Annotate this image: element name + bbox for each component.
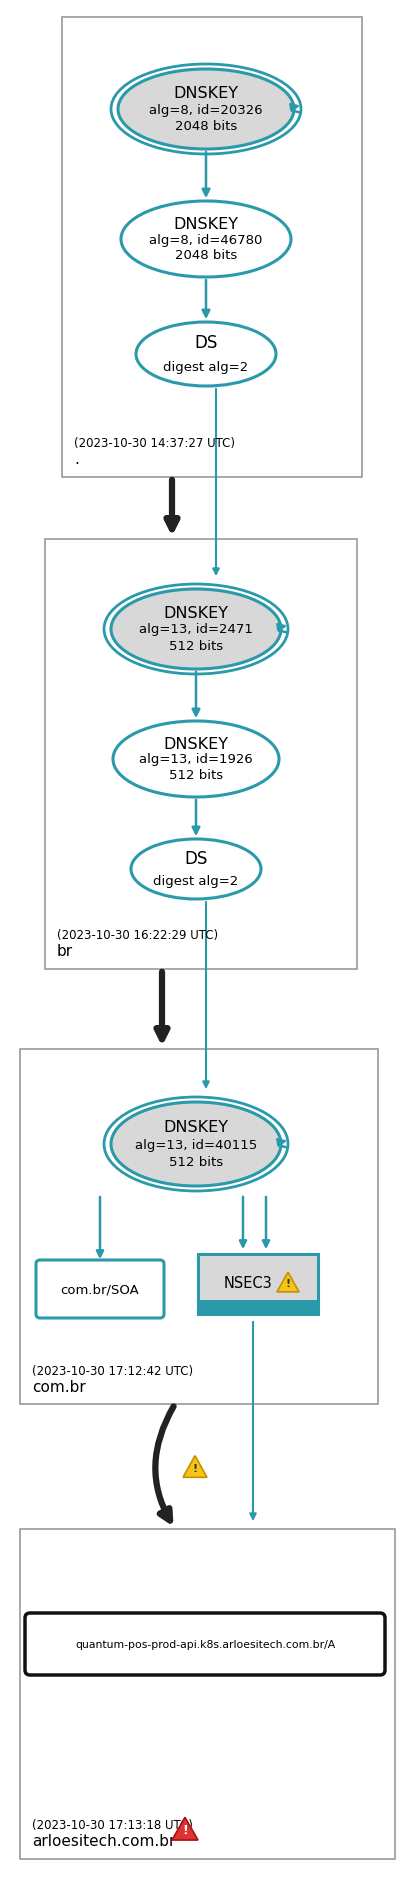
Text: br: br (57, 943, 73, 958)
Text: (2023-10-30 14:37:27 UTC): (2023-10-30 14:37:27 UTC) (74, 437, 235, 450)
Polygon shape (277, 1272, 299, 1293)
Text: DNSKEY: DNSKEY (164, 736, 229, 752)
Text: (2023-10-30 16:22:29 UTC): (2023-10-30 16:22:29 UTC) (57, 928, 218, 941)
Text: quantum-pos-prod-api.k8s.arloesitech.com.br/A: quantum-pos-prod-api.k8s.arloesitech.com… (75, 1640, 335, 1649)
Text: NSEC3: NSEC3 (224, 1275, 272, 1291)
Text: digest alg=2: digest alg=2 (153, 875, 239, 888)
Ellipse shape (118, 70, 294, 150)
Text: 2048 bits: 2048 bits (175, 249, 237, 262)
Ellipse shape (111, 1103, 281, 1186)
Text: com.br: com.br (32, 1378, 86, 1393)
Text: DS: DS (184, 848, 208, 867)
Text: alg=8, id=20326: alg=8, id=20326 (149, 104, 263, 116)
Text: alg=13, id=2471: alg=13, id=2471 (139, 623, 253, 636)
Text: 512 bits: 512 bits (169, 640, 223, 653)
Text: DS: DS (194, 334, 218, 351)
Text: !: ! (192, 1463, 198, 1473)
Ellipse shape (121, 201, 291, 277)
FancyBboxPatch shape (25, 1613, 385, 1676)
Ellipse shape (113, 721, 279, 797)
Text: 512 bits: 512 bits (169, 1156, 223, 1169)
Text: 2048 bits: 2048 bits (175, 120, 237, 133)
Text: DNSKEY: DNSKEY (164, 1120, 229, 1135)
Text: com.br/SOA: com.br/SOA (61, 1283, 139, 1296)
Text: alg=13, id=40115: alg=13, id=40115 (135, 1139, 257, 1150)
Text: (2023-10-30 17:12:42 UTC): (2023-10-30 17:12:42 UTC) (32, 1365, 193, 1376)
Text: .: . (74, 452, 79, 467)
Text: DNSKEY: DNSKEY (173, 85, 238, 101)
Polygon shape (172, 1818, 198, 1839)
Ellipse shape (131, 839, 261, 900)
Text: DNSKEY: DNSKEY (173, 216, 238, 232)
Text: arloesitech.com.br: arloesitech.com.br (32, 1833, 175, 1849)
Text: DNSKEY: DNSKEY (164, 605, 229, 621)
FancyBboxPatch shape (45, 539, 357, 970)
Polygon shape (183, 1456, 207, 1477)
Ellipse shape (111, 590, 281, 670)
Text: digest alg=2: digest alg=2 (164, 361, 249, 374)
FancyBboxPatch shape (20, 1530, 395, 1858)
FancyBboxPatch shape (198, 1255, 318, 1313)
Text: 512 bits: 512 bits (169, 769, 223, 782)
FancyBboxPatch shape (198, 1300, 318, 1313)
FancyBboxPatch shape (20, 1050, 378, 1405)
Text: (2023-10-30 17:13:18 UTC): (2023-10-30 17:13:18 UTC) (32, 1818, 193, 1832)
Text: alg=8, id=46780: alg=8, id=46780 (149, 233, 263, 247)
Text: !: ! (182, 1824, 188, 1837)
FancyBboxPatch shape (36, 1260, 164, 1319)
Ellipse shape (136, 323, 276, 387)
Text: alg=13, id=1926: alg=13, id=1926 (139, 754, 253, 767)
FancyBboxPatch shape (62, 17, 362, 478)
Text: !: ! (285, 1279, 291, 1289)
